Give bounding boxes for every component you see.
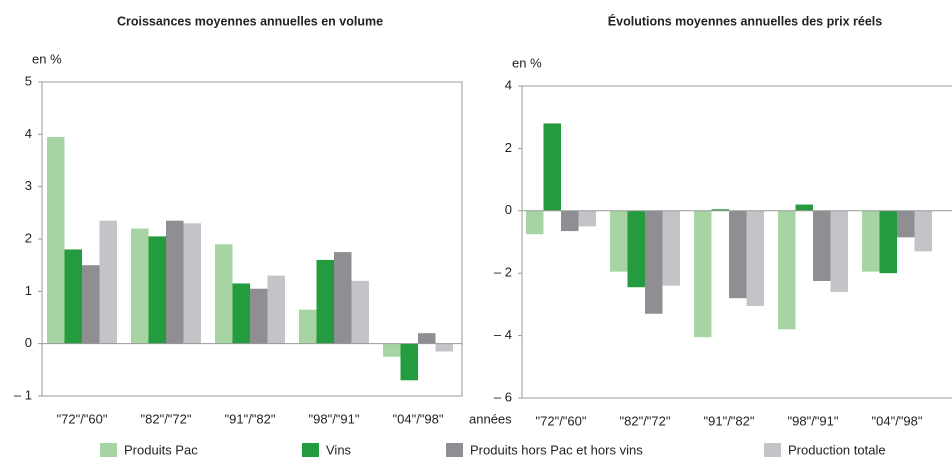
x-tick-label: "91"/"82" <box>704 413 755 428</box>
legend-swatch <box>302 443 319 457</box>
y-axis-label: en % <box>512 55 542 70</box>
bar <box>711 209 729 211</box>
bar <box>561 210 579 232</box>
bar <box>250 288 268 344</box>
y-tick-label: 3 <box>25 178 32 193</box>
bar <box>813 210 831 281</box>
chart-title: Croissances moyennes annuelles en volume <box>117 14 383 28</box>
y-tick-label: 4 <box>25 126 32 141</box>
bar <box>435 343 453 352</box>
bar <box>627 210 645 288</box>
bar <box>267 275 285 344</box>
bar <box>299 309 317 344</box>
x-tick-label: "91"/"82" <box>225 411 276 426</box>
bar <box>729 210 747 299</box>
bar <box>64 249 82 344</box>
y-tick-label: – 1 <box>14 387 32 402</box>
bar <box>47 136 65 344</box>
bar <box>645 210 663 314</box>
bar <box>400 343 418 381</box>
plot-frame <box>521 85 952 399</box>
bar <box>166 220 184 344</box>
bar <box>82 265 100 344</box>
bar <box>183 223 201 344</box>
bar <box>897 210 915 238</box>
x-tick-label: "04"/"98" <box>393 411 444 426</box>
bar <box>351 280 369 344</box>
y-tick-label: 2 <box>25 230 32 245</box>
y-tick-label: – 6 <box>494 389 512 404</box>
y-tick-label: – 2 <box>494 265 512 280</box>
x-tick-label: "98"/"91" <box>309 411 360 426</box>
bar <box>334 252 352 344</box>
legend-label: Vins <box>326 442 352 457</box>
bar <box>418 333 436 344</box>
bar <box>578 210 596 227</box>
bar <box>131 228 149 344</box>
chart-title: Évolutions moyennes annuelles des prix r… <box>608 13 882 28</box>
legend-label: Production totale <box>788 442 886 457</box>
bar <box>232 283 250 344</box>
bar <box>746 210 764 306</box>
bar <box>148 236 166 344</box>
x-tick-label: "82"/"72" <box>141 411 192 426</box>
y-tick-label: 4 <box>505 77 512 92</box>
bar <box>543 123 561 211</box>
y-axis-label: en % <box>32 51 62 66</box>
bar <box>778 210 796 330</box>
y-tick-label: 5 <box>25 73 32 88</box>
bar <box>99 220 117 344</box>
y-tick-label: 2 <box>505 140 512 155</box>
legend-label: Produits Pac <box>124 442 198 457</box>
y-tick-label: 0 <box>25 335 32 350</box>
x-axis-label: années <box>469 411 512 426</box>
x-tick-label: "04"/"98" <box>872 413 923 428</box>
x-tick-label: "72"/"60" <box>536 413 587 428</box>
bar <box>914 210 932 252</box>
bar <box>316 259 334 344</box>
x-tick-label: "82"/"72" <box>620 413 671 428</box>
y-tick-label: 1 <box>25 283 32 298</box>
bar <box>879 210 897 274</box>
bar <box>830 210 848 292</box>
y-tick-label: 0 <box>505 202 512 217</box>
y-tick-label: – 4 <box>494 327 512 342</box>
legend-swatch <box>446 443 463 457</box>
legend-swatch <box>764 443 781 457</box>
x-tick-label: "72"/"60" <box>57 411 108 426</box>
bar <box>610 210 628 272</box>
bar <box>526 210 544 235</box>
bar <box>694 210 712 338</box>
bar <box>862 210 880 272</box>
bar <box>795 204 813 211</box>
x-tick-label: "98"/"91" <box>788 413 839 428</box>
legend-label: Produits hors Pac et hors vins <box>470 442 643 457</box>
bar <box>662 210 680 286</box>
legend-swatch <box>100 443 117 457</box>
bar <box>383 343 401 357</box>
bar <box>215 244 233 344</box>
